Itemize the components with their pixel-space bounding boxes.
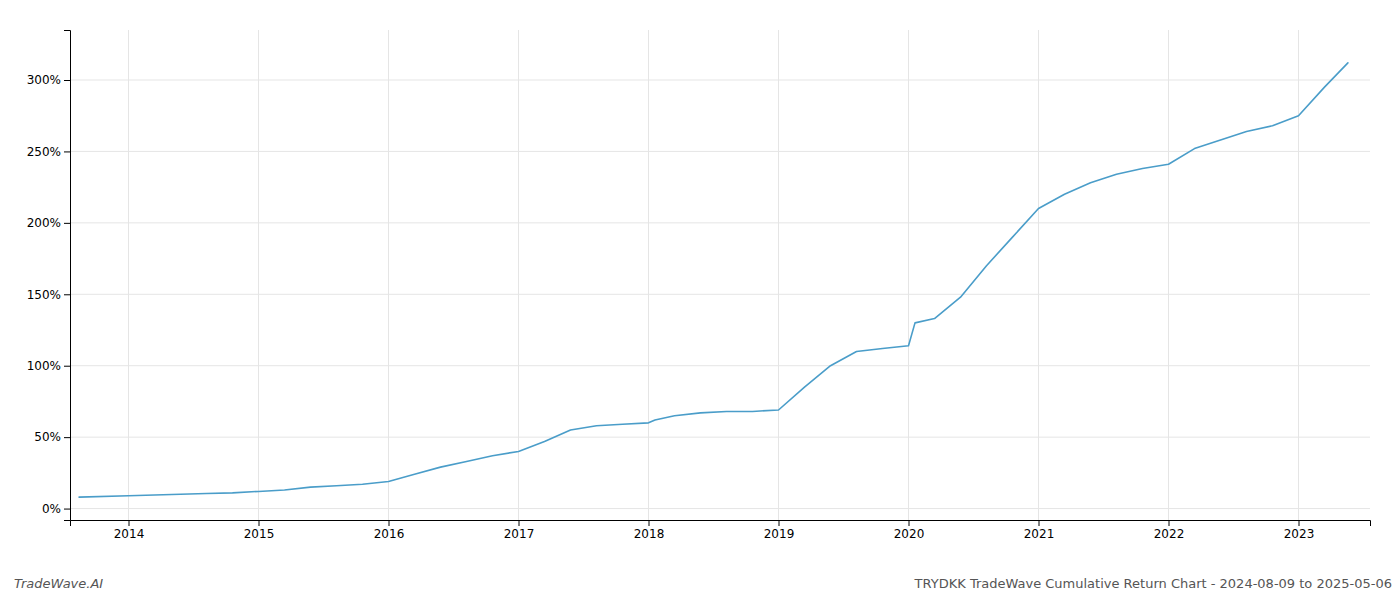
title: TRYDKK TradeWave Cumulative Return Chart… bbox=[914, 576, 1392, 591]
tick-mark bbox=[649, 520, 650, 526]
grid-line bbox=[518, 30, 519, 520]
tick-mark bbox=[129, 520, 130, 526]
tick-label: 2018 bbox=[634, 527, 665, 541]
grid-line bbox=[778, 30, 779, 520]
tick: 200% bbox=[27, 216, 70, 230]
tick: 2022 bbox=[1154, 520, 1185, 541]
tick-label: 2016 bbox=[374, 527, 405, 541]
tick: 0% bbox=[42, 502, 70, 516]
tick-label: 300% bbox=[27, 73, 61, 87]
tick-mark bbox=[64, 437, 70, 438]
tick-label: 2017 bbox=[504, 527, 535, 541]
axis-line bbox=[71, 521, 1371, 527]
tick-mark bbox=[1039, 520, 1040, 526]
tick-mark bbox=[519, 520, 520, 526]
tick-mark bbox=[259, 520, 260, 526]
grid-line bbox=[70, 508, 1370, 509]
grid-line bbox=[128, 30, 129, 520]
tick-label: 2023 bbox=[1284, 527, 1315, 541]
grid-line bbox=[70, 294, 1370, 295]
tick-mark bbox=[1299, 520, 1300, 526]
plot-area: 2014 2015 2016 2017 2018 2019 2020 2021 2022 2023… bbox=[27, 30, 1371, 541]
tick: 2015 bbox=[244, 520, 275, 541]
tick-mark bbox=[64, 294, 70, 295]
tick: 300% bbox=[27, 73, 70, 87]
y-axis: 0% 50% 100% 150% 200% 250% 300% bbox=[27, 31, 71, 521]
grid-line bbox=[908, 30, 909, 520]
tick: 2023 bbox=[1284, 520, 1315, 541]
marks bbox=[79, 63, 1348, 497]
grid-line bbox=[1038, 30, 1039, 520]
tick-mark bbox=[389, 520, 390, 526]
tick-mark bbox=[64, 509, 70, 510]
tick-mark bbox=[909, 520, 910, 526]
grid-line bbox=[1298, 30, 1299, 520]
axis-line bbox=[64, 31, 71, 521]
tick-label: 2014 bbox=[114, 527, 145, 541]
line bbox=[79, 63, 1348, 497]
tick-mark bbox=[64, 223, 70, 224]
tick-label: 250% bbox=[27, 145, 61, 159]
tick: 100% bbox=[27, 359, 70, 373]
grid-line bbox=[70, 80, 1370, 81]
tick-mark bbox=[64, 366, 70, 367]
grid-line bbox=[70, 437, 1370, 438]
grid-line bbox=[648, 30, 649, 520]
tick-mark bbox=[64, 80, 70, 81]
grid-line bbox=[258, 30, 259, 520]
tick-mark bbox=[1169, 520, 1170, 526]
tick: 2016 bbox=[374, 520, 405, 541]
tick-mark bbox=[64, 151, 70, 152]
subtitle: TradeWave.AI bbox=[14, 576, 103, 591]
tick-label: 2020 bbox=[894, 527, 925, 541]
tick: 2019 bbox=[764, 520, 795, 541]
tick-mark bbox=[779, 520, 780, 526]
tick: 50% bbox=[34, 430, 70, 444]
tick: 2021 bbox=[1024, 520, 1055, 541]
grid-line bbox=[388, 30, 389, 520]
grid-line bbox=[70, 222, 1370, 223]
tick: 2020 bbox=[894, 520, 925, 541]
tick-label: 2015 bbox=[244, 527, 275, 541]
grid-line bbox=[70, 151, 1370, 152]
grid bbox=[70, 30, 1370, 520]
tick-label: 50% bbox=[34, 430, 61, 444]
tick-label: 2021 bbox=[1024, 527, 1055, 541]
tick: 250% bbox=[27, 145, 70, 159]
tick: 150% bbox=[27, 288, 70, 302]
tick-label: 200% bbox=[27, 216, 61, 230]
chart: 2014 2015 2016 2017 2018 2019 2020 2021 2022 2023… bbox=[0, 0, 1400, 600]
x-axis: 2014 2015 2016 2017 2018 2019 2020 2021 2022 2023 bbox=[71, 520, 1371, 541]
grid-line bbox=[1168, 30, 1169, 520]
tick-label: 0% bbox=[42, 502, 61, 516]
tick-label: 2019 bbox=[764, 527, 795, 541]
tick-label: 150% bbox=[27, 288, 61, 302]
grid-line bbox=[70, 365, 1370, 366]
tick: 2017 bbox=[504, 520, 535, 541]
tick: 2018 bbox=[634, 520, 665, 541]
tick-label: 100% bbox=[27, 359, 61, 373]
tick-label: 2022 bbox=[1154, 527, 1185, 541]
tick: 2014 bbox=[114, 520, 145, 541]
